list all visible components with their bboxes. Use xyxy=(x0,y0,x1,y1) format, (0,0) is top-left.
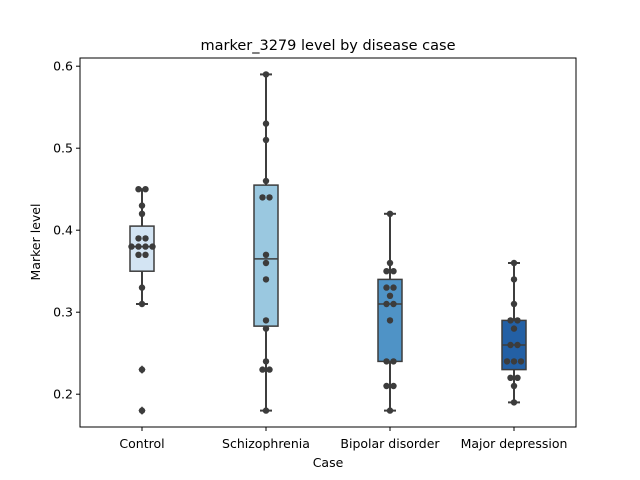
swarm-point xyxy=(138,407,146,414)
y-tick-label: 0.3 xyxy=(53,305,73,320)
swarm-point xyxy=(386,292,394,299)
swarm-point xyxy=(142,243,149,250)
swarm-point xyxy=(507,341,514,349)
box-group xyxy=(501,259,527,406)
swarm-point xyxy=(262,276,270,283)
swarm-point xyxy=(138,366,146,373)
chart-title: marker_3279 level by disease case xyxy=(201,38,456,54)
swarm-point xyxy=(135,186,142,193)
y-tick-label: 0.6 xyxy=(53,59,73,74)
swarm-point xyxy=(262,407,270,414)
x-tick-label: Major depression xyxy=(461,436,568,451)
swarm-point xyxy=(259,366,266,373)
y-axis: 0.2 0.3 0.4 0.5 0.6 xyxy=(53,59,80,402)
box-group xyxy=(253,71,279,414)
swarm-point xyxy=(138,284,146,291)
swarm-point xyxy=(510,259,518,267)
swarm-point xyxy=(266,366,273,373)
swarm-point xyxy=(138,300,146,308)
x-tick-label: Schizophrenia xyxy=(222,436,310,451)
swarm-point xyxy=(386,259,394,267)
swarm-point xyxy=(390,284,397,291)
swarm-point xyxy=(390,382,397,390)
swarm-point xyxy=(514,341,521,349)
swarm-point xyxy=(262,358,270,365)
swarm-point xyxy=(262,317,270,324)
swarm-point xyxy=(390,358,397,365)
swarm-point xyxy=(262,259,270,267)
swarm-point xyxy=(390,300,397,308)
swarm-point xyxy=(142,235,149,242)
box xyxy=(129,225,155,272)
x-tick-label: Control xyxy=(119,436,164,451)
swarm-point xyxy=(259,194,266,201)
x-axis-label: Case xyxy=(313,455,344,470)
swarm-point xyxy=(390,268,397,275)
swarm-point xyxy=(510,276,518,283)
swarm-point xyxy=(262,251,270,258)
swarm-point xyxy=(510,382,518,390)
swarm-point xyxy=(383,382,390,390)
swarm-point xyxy=(383,268,390,275)
swarm-point xyxy=(266,194,273,201)
swarm-point xyxy=(128,243,135,250)
swarm-point xyxy=(142,186,149,193)
swarm-point xyxy=(135,243,142,250)
swarm-point xyxy=(262,71,270,78)
swarm-point xyxy=(503,358,511,365)
swarm-point xyxy=(142,251,149,258)
swarm-point xyxy=(135,235,142,242)
swarm-point xyxy=(514,317,521,324)
swarm-point xyxy=(262,136,270,144)
swarm-point xyxy=(149,243,156,250)
swarm-point xyxy=(386,317,394,324)
box-group xyxy=(377,210,403,414)
y-tick-label: 0.2 xyxy=(53,387,73,402)
x-tick-label: Bipolar disorder xyxy=(340,436,440,451)
y-tick-label: 0.4 xyxy=(53,223,73,238)
swarm-point xyxy=(507,374,514,381)
swarm-point xyxy=(510,358,518,365)
swarm-point xyxy=(510,300,518,308)
swarm-point xyxy=(510,325,518,332)
y-tick-label: 0.5 xyxy=(53,141,73,156)
swarm-point xyxy=(135,251,142,258)
plot-area xyxy=(128,71,527,416)
swarm-point xyxy=(383,300,390,308)
swarm-point xyxy=(386,210,394,217)
swarm-point xyxy=(510,399,518,406)
swarm-point xyxy=(262,120,270,127)
swarm-point xyxy=(383,358,390,365)
swarm-point xyxy=(138,202,146,209)
swarm-point xyxy=(383,284,390,291)
swarm-point xyxy=(386,407,394,414)
plot-frame xyxy=(79,57,577,428)
y-axis-label: Marker level xyxy=(28,204,43,281)
swarm-point xyxy=(138,210,146,217)
swarm-point xyxy=(262,325,270,332)
swarm-point xyxy=(262,177,270,185)
swarm-point xyxy=(517,358,525,365)
swarm-point xyxy=(514,374,521,381)
swarm-point xyxy=(507,317,514,324)
x-axis: Control Schizophrenia Bipolar disorder Majo… xyxy=(119,427,567,451)
box-group xyxy=(128,186,156,416)
